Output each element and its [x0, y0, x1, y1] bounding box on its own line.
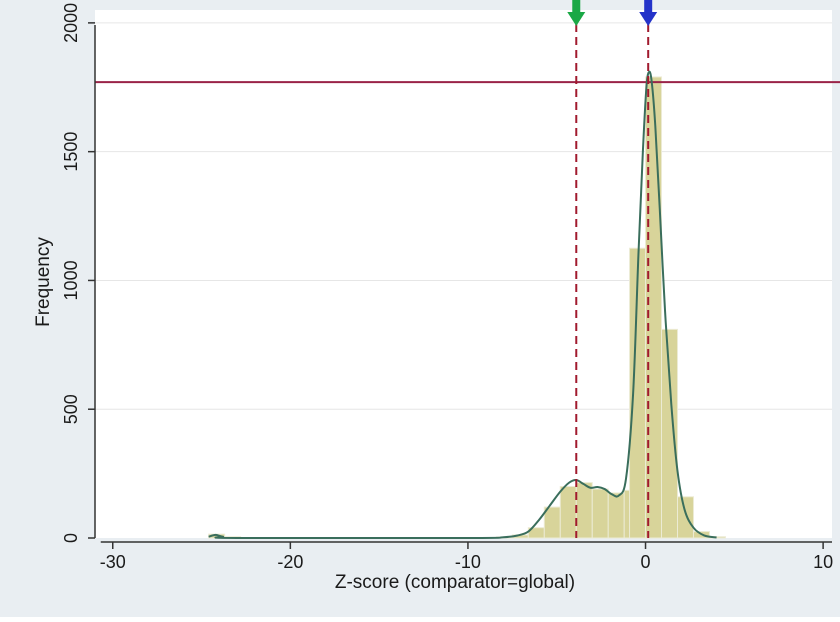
histogram-bar [676, 496, 694, 539]
y-tick-label: 2000 [61, 3, 81, 43]
histogram-bar [607, 492, 625, 539]
x-tick-label: -20 [277, 552, 303, 572]
plot-background [95, 10, 832, 538]
grid-lines [95, 22, 832, 410]
x-tick-label: -30 [100, 552, 126, 572]
y-tick-label: 1000 [61, 260, 81, 300]
histogram-bar [575, 482, 593, 539]
x-axis-label: Z-score (comparator=global) [335, 572, 575, 593]
y-tick-label: 500 [61, 394, 81, 424]
density-group [208, 70, 717, 539]
histogram-bar [645, 76, 663, 539]
histogram-bar [559, 485, 577, 539]
arrow-head [567, 12, 586, 26]
x-tick-label: -10 [455, 552, 481, 572]
bars [208, 76, 726, 539]
y-tick-label: 0 [61, 533, 81, 543]
x-tick-label: 0 [641, 552, 651, 572]
x-tick-label: 10 [813, 552, 833, 572]
axes: 0 500 1000 1500 2000 -30 -20 -10 0 10 [61, 3, 833, 572]
density-curve [208, 70, 717, 539]
green-arrow-icon [567, 0, 586, 26]
y-axis-label: Frequency [33, 237, 54, 327]
y-tick-label: 1500 [61, 132, 81, 172]
histogram-bar [543, 506, 561, 539]
histogram-bar [591, 488, 609, 539]
arrow-head [639, 12, 658, 26]
arrow-shaft [572, 0, 581, 14]
histogram-bar [661, 328, 678, 539]
markers [567, 0, 658, 538]
blue-arrow-icon [639, 0, 658, 26]
arrow-shaft [644, 0, 653, 14]
